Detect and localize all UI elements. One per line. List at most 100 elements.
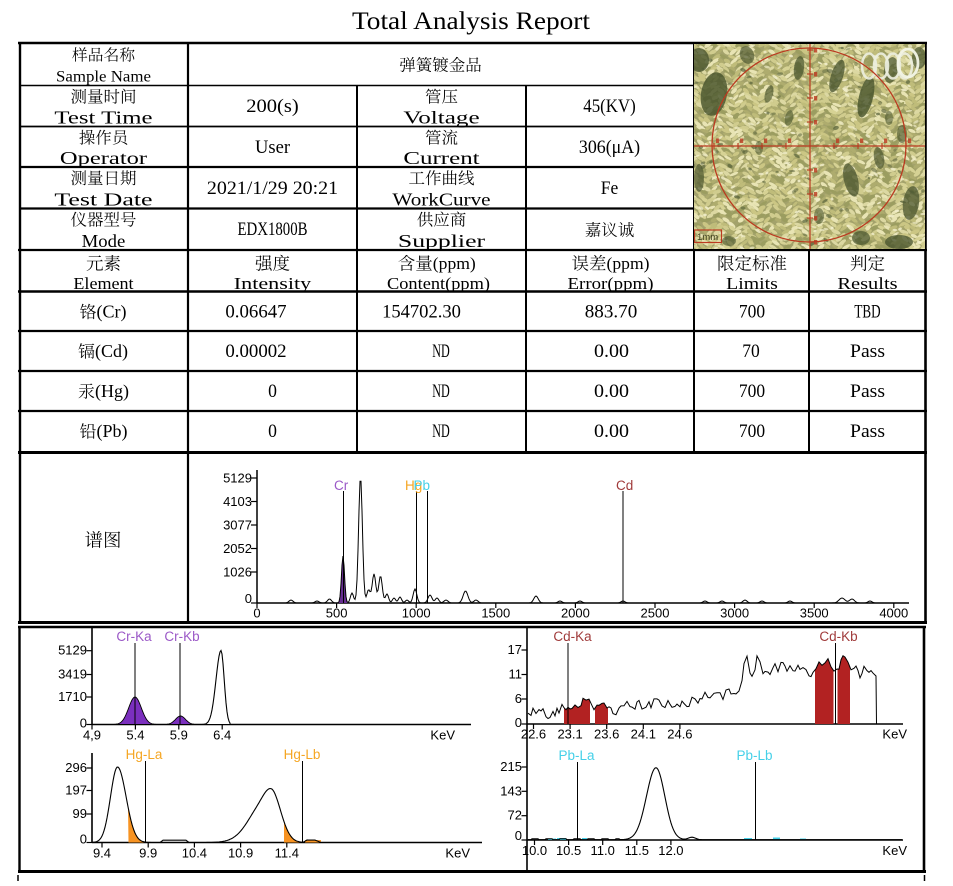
svg-text:1mm: 1mm: [697, 232, 718, 243]
svg-text:Cr-Kb: Cr-Kb: [164, 629, 199, 644]
svg-text:TBD: TBD: [854, 302, 880, 323]
svg-text:5.9: 5.9: [170, 728, 188, 743]
svg-text:6.4: 6.4: [213, 728, 231, 743]
svg-text:Cd: Cd: [616, 478, 633, 493]
svg-text:3000: 3000: [720, 606, 749, 621]
svg-text:883.70: 883.70: [585, 302, 638, 323]
svg-text:0.00: 0.00: [594, 421, 629, 442]
svg-text:Total Analysis Report: Total Analysis Report: [352, 8, 590, 35]
svg-text:Test Time: Test Time: [54, 107, 152, 127]
svg-text:23.6: 23.6: [594, 727, 619, 742]
svg-text:70: 70: [742, 341, 760, 362]
svg-text:9.9: 9.9: [139, 846, 157, 861]
svg-text:6: 6: [515, 691, 522, 706]
svg-text:11.0: 11.0: [591, 843, 615, 858]
svg-text:10.9: 10.9: [228, 846, 253, 861]
svg-text:Mode: Mode: [82, 231, 126, 251]
svg-text:99: 99: [73, 806, 87, 821]
svg-text:Pass: Pass: [850, 381, 885, 402]
svg-text:Supplier: Supplier: [398, 231, 485, 251]
svg-text:2052: 2052: [223, 541, 252, 556]
svg-text:Sample Name: Sample Name: [56, 69, 151, 86]
svg-text:ND: ND: [432, 381, 450, 402]
svg-text:Test Date: Test Date: [54, 189, 152, 209]
svg-text:296: 296: [65, 760, 87, 775]
svg-text:KeV: KeV: [430, 728, 455, 743]
svg-text:0.00002: 0.00002: [225, 341, 286, 362]
svg-text:3419: 3419: [58, 667, 87, 682]
svg-text:Cd-Ka: Cd-Ka: [553, 629, 592, 644]
svg-text:5129: 5129: [58, 643, 87, 658]
svg-text:5.4: 5.4: [126, 728, 144, 743]
svg-text:EDX1800B: EDX1800B: [238, 219, 308, 240]
svg-text:10.0: 10.0: [522, 843, 547, 858]
svg-text:ND: ND: [432, 341, 450, 362]
svg-text:Intensity: Intensity: [234, 274, 312, 293]
svg-text:10.5: 10.5: [556, 843, 581, 858]
svg-text:(Pb): (Pb): [97, 421, 128, 442]
svg-text:Fe: Fe: [601, 178, 619, 199]
svg-text:197: 197: [65, 783, 87, 798]
svg-text:12.0: 12.0: [658, 843, 683, 858]
svg-text:1000: 1000: [402, 606, 431, 621]
svg-text:3077: 3077: [223, 518, 252, 533]
svg-text:11.4: 11.4: [275, 846, 299, 861]
svg-text:0.00: 0.00: [594, 381, 629, 402]
svg-text:215: 215: [500, 759, 522, 774]
svg-text:Pass: Pass: [850, 341, 885, 362]
svg-text:24.6: 24.6: [667, 727, 692, 742]
svg-text:Hg-Lb: Hg-Lb: [284, 747, 321, 762]
svg-text:0: 0: [80, 716, 87, 731]
svg-text:700: 700: [739, 381, 765, 402]
svg-text:11: 11: [509, 667, 523, 682]
svg-text:0: 0: [515, 715, 522, 730]
svg-text:3500: 3500: [800, 606, 829, 621]
svg-text:45(KV): 45(KV): [583, 96, 636, 117]
svg-text:0.00: 0.00: [594, 341, 629, 362]
svg-text:KeV: KeV: [882, 727, 907, 742]
svg-text:1026: 1026: [223, 565, 252, 580]
svg-text:1500: 1500: [481, 606, 510, 621]
svg-text:Operator: Operator: [60, 148, 147, 168]
svg-text:24.1: 24.1: [631, 727, 656, 742]
svg-text:Voltage: Voltage: [403, 107, 480, 127]
svg-text:Hg: Hg: [405, 478, 422, 493]
svg-text:Pb-La: Pb-La: [558, 748, 595, 763]
svg-text:(Cr): (Cr): [97, 302, 127, 323]
svg-text:143: 143: [500, 783, 522, 798]
svg-text:Pb-Lb: Pb-Lb: [736, 748, 772, 763]
svg-text:1710: 1710: [58, 689, 87, 704]
svg-text:10.4: 10.4: [182, 846, 207, 861]
svg-text:Current: Current: [403, 148, 479, 168]
svg-text:Pass: Pass: [850, 421, 885, 442]
svg-text:(ppm): (ppm): [607, 254, 650, 273]
svg-text:User: User: [255, 137, 291, 158]
svg-text:17: 17: [508, 642, 522, 657]
svg-text:KeV: KeV: [445, 846, 470, 861]
svg-text:23.1: 23.1: [557, 727, 582, 742]
svg-text:Cd-Kb: Cd-Kb: [819, 629, 857, 644]
svg-text:(Hg): (Hg): [95, 381, 129, 402]
svg-text:0.06647: 0.06647: [225, 302, 286, 323]
svg-text:(ppm): (ppm): [433, 254, 476, 273]
svg-text:700: 700: [739, 421, 765, 442]
svg-text:4000: 4000: [879, 606, 908, 621]
svg-text:0: 0: [515, 828, 522, 843]
svg-text:Cr-Ka: Cr-Ka: [116, 629, 152, 644]
svg-text:5129: 5129: [223, 471, 252, 486]
svg-text:Element: Element: [73, 274, 133, 293]
svg-text:0: 0: [245, 591, 252, 606]
svg-text:500: 500: [326, 606, 348, 621]
svg-text:700: 700: [739, 302, 765, 323]
svg-text:2021/1/29 20:21: 2021/1/29 20:21: [207, 178, 338, 199]
svg-text:(Cd): (Cd): [95, 341, 128, 362]
svg-text:KeV: KeV: [882, 843, 907, 858]
svg-text:0: 0: [268, 381, 277, 402]
svg-text:0: 0: [80, 832, 87, 847]
svg-text:WorkCurve: WorkCurve: [392, 189, 490, 209]
svg-text:154702.30: 154702.30: [382, 302, 461, 323]
svg-text:306(μA): 306(μA): [579, 137, 640, 158]
svg-text:9.4: 9.4: [93, 846, 111, 861]
svg-text:0: 0: [268, 421, 277, 442]
svg-text:Cr: Cr: [334, 478, 349, 493]
